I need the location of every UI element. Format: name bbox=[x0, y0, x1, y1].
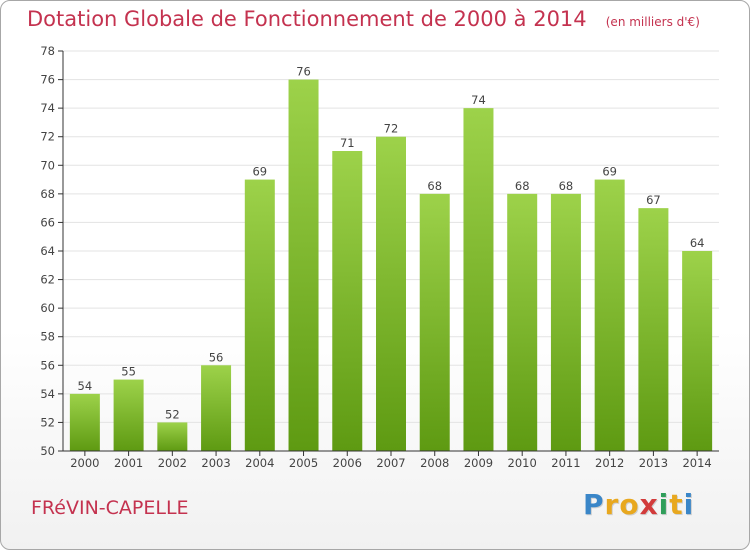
bar-2014 bbox=[682, 251, 713, 451]
data-label: 76 bbox=[296, 65, 311, 79]
bar-2013 bbox=[638, 208, 669, 451]
data-label: 68 bbox=[559, 179, 574, 193]
y-tick-label: 76 bbox=[40, 73, 55, 87]
bar-2001 bbox=[113, 379, 144, 451]
data-label: 68 bbox=[427, 179, 442, 193]
bar-2000 bbox=[69, 393, 100, 451]
y-tick-label: 66 bbox=[40, 215, 55, 229]
bars bbox=[69, 79, 713, 452]
x-tick-label: 2005 bbox=[289, 456, 318, 470]
y-tick-label: 52 bbox=[40, 415, 55, 429]
bar-2010 bbox=[507, 193, 538, 451]
data-label: 64 bbox=[690, 236, 705, 250]
bar-2005 bbox=[288, 79, 319, 452]
data-label: 68 bbox=[515, 179, 530, 193]
data-label: 55 bbox=[121, 365, 136, 379]
data-label: 54 bbox=[78, 379, 93, 393]
x-tick-label: 2003 bbox=[201, 456, 230, 470]
y-tick-label: 50 bbox=[40, 444, 55, 458]
x-tick-label: 2008 bbox=[420, 456, 449, 470]
data-label: 69 bbox=[602, 165, 617, 179]
y-tick-label: 70 bbox=[40, 158, 55, 172]
bar-2011 bbox=[550, 193, 581, 451]
data-label: 74 bbox=[471, 93, 486, 107]
bar-2007 bbox=[376, 136, 406, 451]
bar-2012 bbox=[594, 179, 625, 452]
data-label: 52 bbox=[165, 407, 180, 421]
y-tick-label: 60 bbox=[40, 301, 55, 315]
y-tick-label: 64 bbox=[40, 244, 55, 258]
x-tick-label: 2000 bbox=[70, 456, 99, 470]
chart-title: Dotation Globale de Fonctionnement de 20… bbox=[27, 7, 587, 31]
bar-2006 bbox=[332, 151, 363, 451]
axes bbox=[58, 50, 719, 456]
x-tick-label: 2004 bbox=[245, 456, 274, 470]
bar-2002 bbox=[157, 422, 188, 451]
y-tick-label: 74 bbox=[40, 101, 55, 115]
x-tick-label: 2010 bbox=[508, 456, 537, 470]
data-label: 67 bbox=[646, 193, 661, 207]
title-row: Dotation Globale de Fonctionnement de 20… bbox=[27, 7, 700, 31]
x-tick-label: 2011 bbox=[551, 456, 580, 470]
y-tick-label: 62 bbox=[40, 273, 55, 287]
bar-2008 bbox=[419, 193, 450, 451]
data-label: 69 bbox=[252, 165, 267, 179]
proxiti-logo[interactable]: Proxiti bbox=[583, 488, 695, 521]
y-tick-label: 68 bbox=[40, 187, 55, 201]
chart-subtitle: (en milliers d'€) bbox=[605, 15, 700, 29]
bar-2004 bbox=[244, 179, 275, 452]
x-tick-label: 2013 bbox=[639, 456, 668, 470]
bar-2003 bbox=[201, 365, 232, 451]
x-tick-label: 2012 bbox=[595, 456, 624, 470]
data-label: 56 bbox=[209, 350, 224, 364]
x-tick-label: 2001 bbox=[114, 456, 143, 470]
data-label: 72 bbox=[384, 122, 399, 136]
bar-2009 bbox=[463, 108, 494, 452]
y-tick-label: 72 bbox=[40, 130, 55, 144]
y-tick-label: 54 bbox=[40, 387, 55, 401]
labels: 50 52 54 56 58 60 62 64 66 68 70 72 74 76 78 54 2000 55 20… bbox=[40, 44, 711, 470]
x-tick-label: 2009 bbox=[464, 456, 493, 470]
x-tick-label: 2007 bbox=[376, 456, 405, 470]
x-tick-label: 2006 bbox=[333, 456, 362, 470]
x-tick-label: 2014 bbox=[682, 456, 711, 470]
y-tick-label: 58 bbox=[40, 330, 55, 344]
y-tick-label: 78 bbox=[40, 44, 55, 58]
x-tick-label: 2002 bbox=[158, 456, 187, 470]
data-label: 71 bbox=[340, 136, 355, 150]
commune-name: FRéVIN-CAPELLE bbox=[31, 497, 189, 519]
y-tick-label: 56 bbox=[40, 358, 55, 372]
